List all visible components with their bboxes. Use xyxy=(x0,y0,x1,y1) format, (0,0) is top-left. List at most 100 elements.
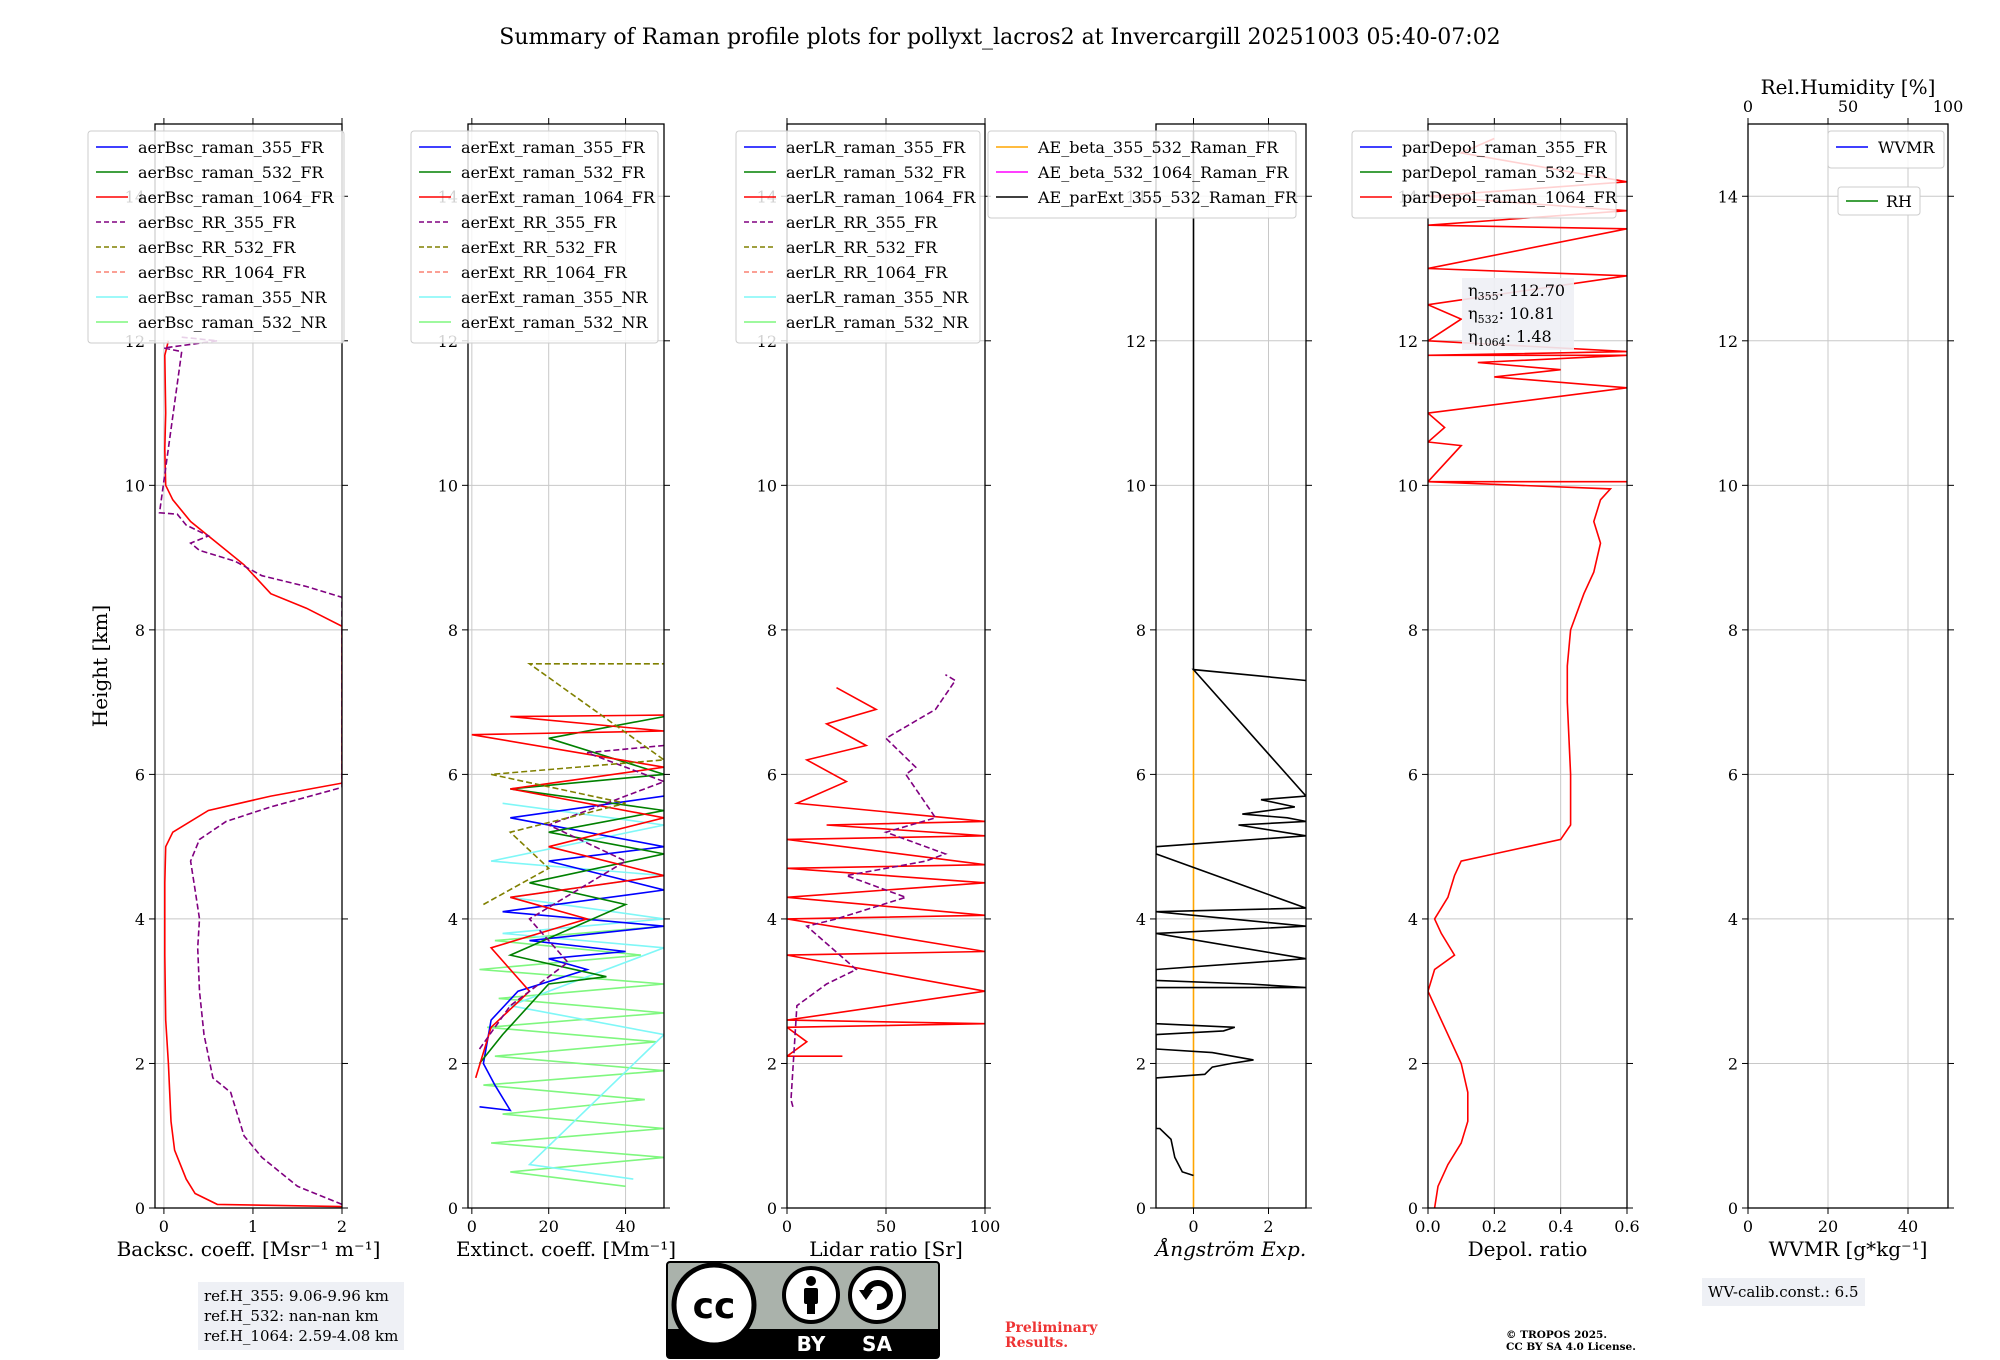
y-tick-label: 8 xyxy=(767,621,777,640)
legend-label: aerBsc_raman_1064_FR xyxy=(138,188,335,207)
copyright-note: © TROPOS 2025. CC BY SA 4.0 License. xyxy=(1506,1329,1636,1353)
y-tick-label: 10 xyxy=(1398,476,1418,495)
y-tick-label: 0 xyxy=(1136,1199,1146,1218)
series-aerBsc_RR_355_FR xyxy=(158,336,342,1206)
legend-label: aerExt_RR_1064_FR xyxy=(461,263,628,282)
top-tick-label: 50 xyxy=(1838,97,1858,116)
y-tick-label: 2 xyxy=(767,1054,777,1073)
ref-h-532: ref.H_532: nan-nan km xyxy=(204,1307,379,1325)
legend-box xyxy=(87,130,345,344)
x-axis-label: Lidar ratio [Sr] xyxy=(809,1237,963,1261)
x-tick-label: 0.6 xyxy=(1614,1217,1639,1236)
plot-frame xyxy=(1155,123,1307,1209)
plot-frame xyxy=(1427,123,1628,1209)
y-tick-label: 6 xyxy=(448,765,458,784)
svg-text:cc: cc xyxy=(693,1286,736,1327)
x-axis-label: Extinct. coeff. [Mm⁻¹] xyxy=(456,1237,676,1261)
legend-label: RH xyxy=(1886,192,1912,211)
x-axis-label: Depol. ratio xyxy=(1468,1237,1588,1261)
legend-rh: RH xyxy=(1837,186,1921,216)
y-tick-label: 0 xyxy=(1408,1199,1418,1218)
y-tick-label: 10 xyxy=(757,476,777,495)
y-tick-label: 4 xyxy=(1136,910,1146,929)
legend-label: aerLR_raman_532_NR xyxy=(786,313,969,332)
legend-box xyxy=(735,130,981,344)
top-tick-label: 100 xyxy=(1933,97,1964,116)
legend-label: aerBsc_raman_355_FR xyxy=(138,138,324,157)
legend-label: aerBsc_raman_532_NR xyxy=(138,313,327,332)
y-tick-label: 2 xyxy=(1408,1054,1418,1073)
panel-ae: 0202468101214Ångström Exp.AE_beta_355_53… xyxy=(987,118,1312,1261)
legend-label: aerBsc_RR_532_FR xyxy=(138,238,296,257)
preliminary-note: Preliminary Results. xyxy=(1005,1320,1098,1351)
x-tick-label: 0 xyxy=(1188,1217,1198,1236)
wv-calib-box: WV-calib.const.: 6.5 xyxy=(1702,1278,1865,1306)
x-tick-label: 20 xyxy=(1818,1217,1838,1236)
y-tick-label: 0 xyxy=(1728,1199,1738,1218)
eta-label: η532: 10.81 xyxy=(1468,304,1555,326)
legend-label: aerLR_raman_1064_FR xyxy=(786,188,976,207)
y-tick-label: 4 xyxy=(448,910,458,929)
legend: aerExt_raman_355_FR aerExt_raman_532_FRae… xyxy=(410,130,659,344)
y-tick-label: 2 xyxy=(1728,1054,1738,1073)
eta-label: η355: 112.70 xyxy=(1468,281,1565,303)
series-aerExt_RR_532_FR xyxy=(483,663,664,906)
panel-wv: 0 20 40 0 2 4 6 8 10 12 14 WVMR [g*kg⁻¹] 0 50 100Rel.H… xyxy=(1718,75,1964,1261)
panel-ext: 0204002468101214Extinct. coeff. [Mm⁻¹]ae… xyxy=(410,118,676,1261)
y-tick-label: 10 xyxy=(125,476,145,495)
legend-label: aerExt_raman_355_NR xyxy=(461,288,649,307)
top-axis-label: Rel.Humidity [%] xyxy=(1761,75,1936,99)
panel-depol: 0.00.20.40.602468101214Depol. ratioparDe… xyxy=(1351,118,1640,1261)
y-tick-label: 10 xyxy=(438,476,458,495)
x-tick-label: 0 xyxy=(1743,1217,1753,1236)
plot-frame xyxy=(1747,123,1949,1209)
y-tick-label: 12 xyxy=(1398,332,1418,351)
legend-label: aerLR_RR_355_FR xyxy=(786,213,938,232)
legend-label: aerExt_RR_532_FR xyxy=(461,238,618,257)
series-parDepol_raman_1064_FR xyxy=(1428,137,1627,1208)
legend-label: aerLR_raman_532_FR xyxy=(786,163,966,182)
legend-label: aerExt_raman_532_NR xyxy=(461,313,649,332)
cc-by-label: BY xyxy=(797,1332,826,1356)
y-tick-label: 4 xyxy=(1728,910,1738,929)
legend-box xyxy=(987,130,1297,219)
eta-bg xyxy=(1462,278,1574,350)
share-alike-icon xyxy=(848,1266,906,1324)
legend-box xyxy=(1827,130,1945,169)
legend-box xyxy=(1837,186,1921,216)
x-tick-label: 0 xyxy=(782,1217,792,1236)
y-tick-label: 12 xyxy=(1126,332,1146,351)
y-tick-label: 10 xyxy=(1126,476,1146,495)
y-tick-label: 8 xyxy=(135,621,145,640)
figure-title: Summary of Raman profile plots for polly… xyxy=(499,25,1500,50)
legend-label: AE_beta_355_532_Raman_FR xyxy=(1037,138,1279,157)
x-tick-label: 100 xyxy=(970,1217,1001,1236)
legend-label: aerLR_RR_1064_FR xyxy=(786,263,948,282)
y-tick-label: 0 xyxy=(135,1199,145,1218)
y-tick-label: 8 xyxy=(448,621,458,640)
series-group xyxy=(471,663,664,1188)
y-tick-label: 2 xyxy=(448,1054,458,1073)
y-tick-label: 4 xyxy=(767,910,777,929)
series-aerExt_RR_355_FR xyxy=(478,744,664,1050)
y-tick-label: 6 xyxy=(1408,765,1418,784)
ref-h-355: ref.H_355: 9.06-9.96 km xyxy=(204,1287,389,1305)
legend-label: aerLR_raman_355_FR xyxy=(786,138,966,157)
x-axis-label: Backsc. coeff. [Msr⁻¹ m⁻¹] xyxy=(117,1237,381,1261)
cc-license-badge: cc BY SA xyxy=(666,1261,940,1359)
y-tick-label: 6 xyxy=(767,765,777,784)
x-axis-label: Ångström Exp. xyxy=(1154,1236,1306,1261)
legend-label: aerBsc_RR_1064_FR xyxy=(138,263,307,282)
legend-label: AE_parExt_355_532_Raman_FR xyxy=(1037,188,1298,207)
panel-lr: 05010002468101214Lidar ratio [Sr]aerLR_r… xyxy=(735,118,1001,1261)
reference-height-box: ref.H_355: 9.06-9.96 km ref.H_532: nan-n… xyxy=(198,1282,405,1350)
legend-label: parDepol_raman_355_FR xyxy=(1402,138,1608,157)
cc-sa-label: SA xyxy=(862,1332,892,1356)
y-tick-label: 8 xyxy=(1408,621,1418,640)
eta-label: η1064: 1.48 xyxy=(1468,327,1552,349)
series-aerLR_RR_355_FR xyxy=(790,674,957,1108)
series-aerLR_raman_1064_FR xyxy=(787,686,985,1057)
y-tick-label: 2 xyxy=(135,1054,145,1073)
series-aerExt_raman_1064_FR xyxy=(471,714,664,1079)
